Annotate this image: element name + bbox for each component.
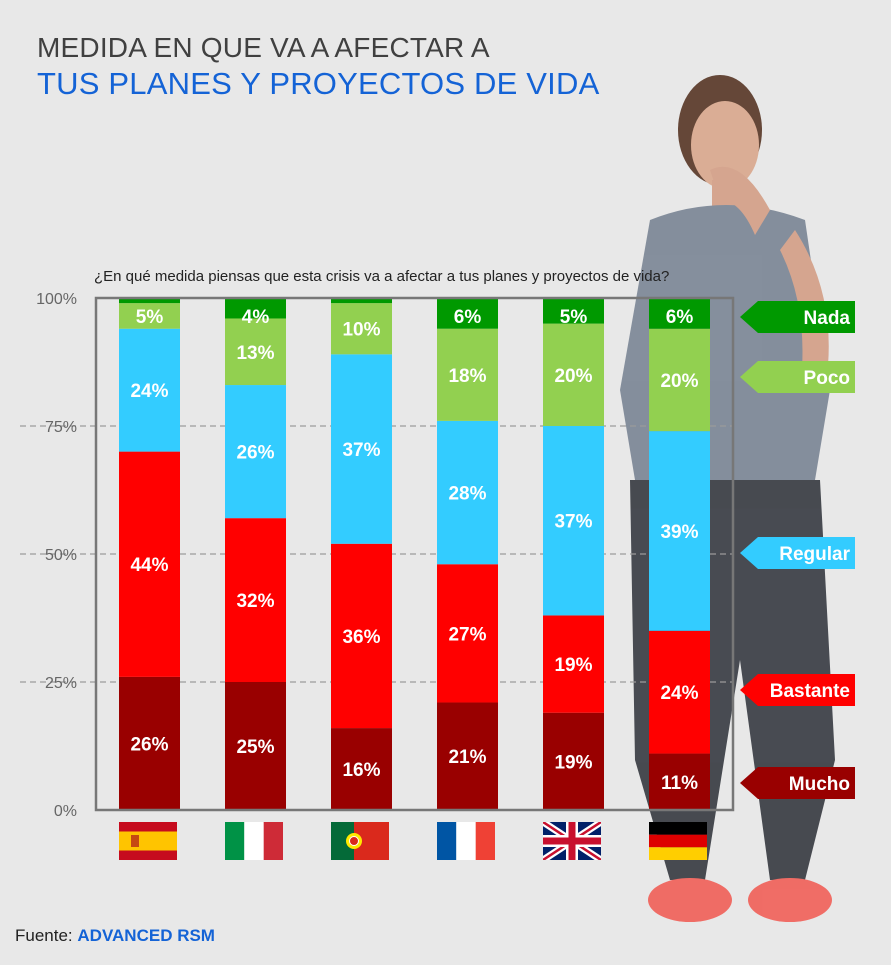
legend-tag-regular <box>740 537 855 569</box>
legend-label-mucho: Mucho <box>789 774 850 795</box>
bar-segment-regular <box>225 385 286 519</box>
data-label: 26% <box>130 734 168 755</box>
data-label: 44% <box>130 555 168 576</box>
bar-segment-mucho <box>543 712 604 810</box>
flag-spain-icon <box>119 822 177 860</box>
bar-segment-nada <box>437 298 498 329</box>
bar-segment-poco <box>543 323 604 426</box>
y-tick-label: 25% <box>45 675 77 692</box>
bar-segment-nada <box>225 298 286 319</box>
bar-segment-nada <box>331 298 392 304</box>
data-label: 20% <box>554 366 592 387</box>
flag-italy-icon <box>225 822 283 860</box>
y-tick-label: 0% <box>54 803 77 820</box>
flag-uk-icon <box>543 822 601 860</box>
bar-segment-mucho <box>225 682 286 810</box>
bar-segment-poco <box>649 328 710 432</box>
data-label: 26% <box>236 443 274 464</box>
bar-segment-poco <box>331 303 392 355</box>
bar-segment-poco <box>437 328 498 421</box>
data-label: 16% <box>342 760 380 781</box>
bar-segment-bastante <box>225 518 286 682</box>
data-label: 37% <box>342 440 380 461</box>
bar-segment-bastante <box>119 451 180 677</box>
legend-tag-nada <box>740 301 855 333</box>
bar-segment-regular <box>543 426 604 616</box>
bar-segment-nada <box>119 298 180 304</box>
flag-germany-icon <box>649 822 707 860</box>
bar-segment-mucho <box>437 702 498 810</box>
bar-segment-regular <box>437 420 498 565</box>
data-label: 10% <box>342 320 380 341</box>
legend-label-poco: Poco <box>804 368 850 389</box>
source-name: ADVANCED RSM <box>77 926 215 945</box>
chart-title-line1: MEDIDA EN QUE VA A AFECTAR A <box>37 32 490 63</box>
bar-segment-mucho <box>649 753 710 810</box>
data-label: 36% <box>342 627 380 648</box>
legend-tag-mucho <box>740 767 855 799</box>
legend-label-bastante: Bastante <box>770 681 850 702</box>
data-label: 37% <box>554 512 592 533</box>
chart-question: ¿En qué medida piensas que esta crisis v… <box>94 268 670 285</box>
data-label: 19% <box>554 655 592 676</box>
bar-segment-poco <box>119 303 180 329</box>
data-label: 6% <box>454 307 482 328</box>
data-label: 21% <box>448 747 486 768</box>
bar-segment-mucho <box>331 728 392 810</box>
bar-segment-bastante <box>331 543 392 729</box>
data-label: 32% <box>236 591 274 612</box>
legend-label-nada: Nada <box>804 308 851 329</box>
data-label: 4% <box>242 307 270 328</box>
bar-segment-bastante <box>543 615 604 713</box>
flag-france-icon <box>437 822 495 860</box>
data-label: 11% <box>661 773 698 794</box>
y-tick-label: 100% <box>36 291 77 308</box>
legend-label-regular: Regular <box>779 544 850 565</box>
data-label: 5% <box>136 307 164 328</box>
data-label: 18% <box>448 366 486 387</box>
data-label: 39% <box>660 522 698 543</box>
bar-segment-poco <box>225 318 286 386</box>
data-label: 28% <box>448 484 486 505</box>
legend-tag-poco <box>740 361 855 393</box>
flag-portugal-icon <box>331 822 389 860</box>
source-label: Fuente: <box>15 926 73 945</box>
bar-segment-nada <box>543 298 604 324</box>
bar-segment-regular <box>331 354 392 544</box>
data-label: 6% <box>666 307 694 328</box>
bar-segment-bastante <box>649 630 710 754</box>
y-tick-label: 75% <box>45 419 77 436</box>
bar-segment-bastante <box>437 564 498 703</box>
data-label: 24% <box>130 381 168 402</box>
y-tick-label: 50% <box>45 547 77 564</box>
bar-segment-regular <box>119 328 180 452</box>
plot-frame <box>94 296 735 812</box>
data-label: 20% <box>660 371 698 392</box>
source-note: Fuente: ADVANCED RSM <box>15 926 215 946</box>
chart-title-line2: TUS PLANES Y PROYECTOS DE VIDA <box>37 66 600 101</box>
data-label: 19% <box>554 752 592 773</box>
bar-segment-mucho <box>119 676 180 810</box>
data-label: 25% <box>236 737 274 758</box>
data-label: 24% <box>660 683 698 704</box>
data-label: 27% <box>448 624 486 645</box>
data-label: 13% <box>236 343 274 364</box>
data-label: 5% <box>560 307 588 328</box>
legend-tag-bastante <box>740 674 855 706</box>
bar-segment-regular <box>649 431 710 631</box>
bar-segment-nada <box>649 298 710 329</box>
